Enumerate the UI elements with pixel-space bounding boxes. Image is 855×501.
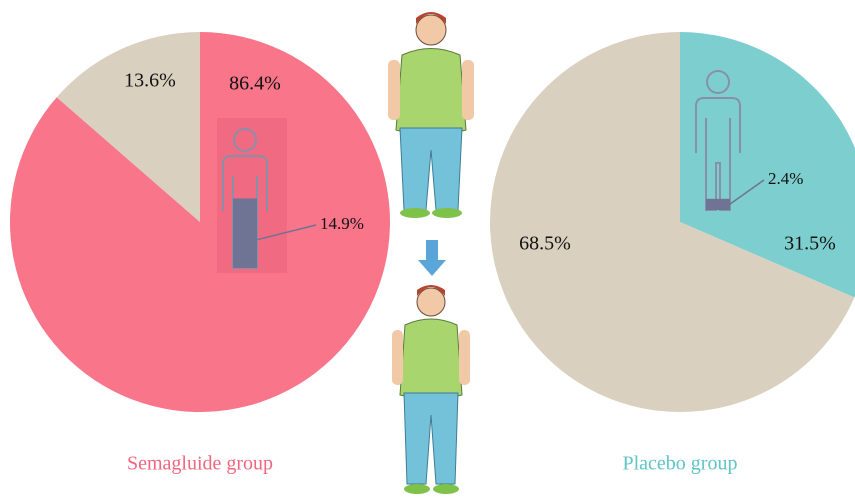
slice-label: 31.5% (784, 233, 836, 255)
group-label: Semagluide group (127, 453, 273, 475)
person-icon (217, 118, 287, 273)
infographic: 86.4% 13.6% 14.9% Semagluide group 31.5% 68.5… (0, 0, 855, 501)
slice-label: 68.5% (519, 233, 571, 255)
group-label: Placebo group (623, 453, 738, 475)
people-illustration (388, 12, 474, 494)
icon-fill (706, 199, 730, 210)
icon-label: 2.4% (768, 169, 803, 188)
icon-fill (233, 198, 257, 268)
slice-label: 86.4% (229, 73, 281, 95)
icon-label: 14.9% (320, 214, 364, 233)
slice-label: 13.6% (124, 70, 176, 92)
